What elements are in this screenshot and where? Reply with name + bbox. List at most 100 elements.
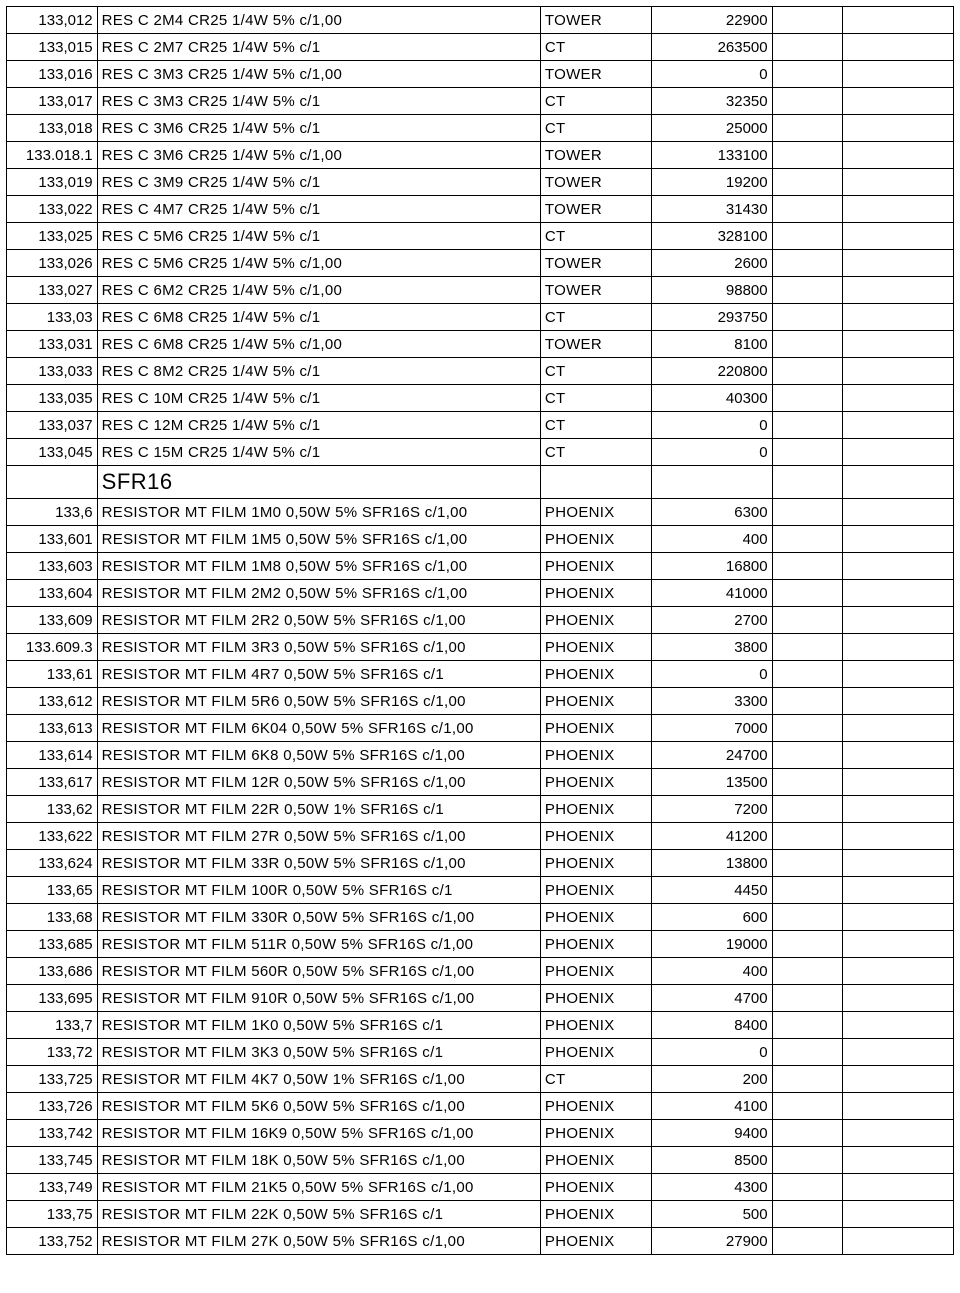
cell-code: 133,016	[7, 61, 98, 88]
cell-manufacturer: CT	[540, 88, 651, 115]
cell-description: RES C 3M6 CR25 1/4W 5% c/1,00	[97, 142, 540, 169]
cell-quantity: 7200	[651, 796, 772, 823]
cell-quantity: 4450	[651, 877, 772, 904]
cell-code: 133,726	[7, 1093, 98, 1120]
cell-description: RESISTOR MT FILM 1K0 0,50W 5% SFR16S c/1	[97, 1012, 540, 1039]
cell-empty	[843, 385, 954, 412]
cell-quantity: 25000	[651, 115, 772, 142]
table-row: 133,745RESISTOR MT FILM 18K 0,50W 5% SFR…	[7, 1147, 954, 1174]
cell-code: 133,695	[7, 985, 98, 1012]
cell-quantity: 4700	[651, 985, 772, 1012]
section-header-cell: SFR16	[97, 466, 540, 499]
cell-quantity: 4100	[651, 1093, 772, 1120]
cell-empty	[772, 877, 843, 904]
cell-empty	[772, 1066, 843, 1093]
cell-empty	[772, 196, 843, 223]
cell-description: RES C 15M CR25 1/4W 5% c/1	[97, 439, 540, 466]
cell-quantity: 500	[651, 1201, 772, 1228]
table-row: 133,7RESISTOR MT FILM 1K0 0,50W 5% SFR16…	[7, 1012, 954, 1039]
cell-manufacturer: PHOENIX	[540, 796, 651, 823]
cell-code: 133,685	[7, 931, 98, 958]
cell-description: RES C 10M CR25 1/4W 5% c/1	[97, 385, 540, 412]
cell-code: 133,612	[7, 688, 98, 715]
cell-empty	[772, 169, 843, 196]
cell-empty	[772, 715, 843, 742]
cell-description: RESISTOR MT FILM 33R 0,50W 5% SFR16S c/1…	[97, 850, 540, 877]
table-row: 133,75RESISTOR MT FILM 22K 0,50W 5% SFR1…	[7, 1201, 954, 1228]
cell-code: 133,613	[7, 715, 98, 742]
cell-manufacturer: PHOENIX	[540, 823, 651, 850]
cell-empty	[772, 277, 843, 304]
cell-empty	[772, 661, 843, 688]
cell-description: RES C 5M6 CR25 1/4W 5% c/1,00	[97, 250, 540, 277]
cell-code: 133,686	[7, 958, 98, 985]
cell-quantity: 263500	[651, 34, 772, 61]
cell-empty	[843, 499, 954, 526]
cell-code: 133,749	[7, 1174, 98, 1201]
cell-empty	[772, 769, 843, 796]
cell-quantity: 13800	[651, 850, 772, 877]
cell-empty	[843, 850, 954, 877]
cell-code: 133,72	[7, 1039, 98, 1066]
cell-empty	[843, 142, 954, 169]
cell-description: RESISTOR MT FILM 560R 0,50W 5% SFR16S c/…	[97, 958, 540, 985]
cell-empty	[772, 607, 843, 634]
cell-empty	[843, 1093, 954, 1120]
cell-empty	[843, 1066, 954, 1093]
cell-empty	[772, 7, 843, 34]
cell-manufacturer: CT	[540, 115, 651, 142]
table-row: 133,685RESISTOR MT FILM 511R 0,50W 5% SF…	[7, 931, 954, 958]
cell-quantity: 0	[651, 1039, 772, 1066]
cell-empty	[772, 1039, 843, 1066]
cell-description: RESISTOR MT FILM 100R 0,50W 5% SFR16S c/…	[97, 877, 540, 904]
cell-manufacturer: CT	[540, 34, 651, 61]
cell-code: 133,026	[7, 250, 98, 277]
cell-quantity: 41000	[651, 580, 772, 607]
cell-code: 133,018	[7, 115, 98, 142]
cell-empty	[843, 304, 954, 331]
cell-empty	[772, 499, 843, 526]
cell-description: RES C 2M7 CR25 1/4W 5% c/1	[97, 34, 540, 61]
cell-manufacturer: TOWER	[540, 331, 651, 358]
cell-code: 133,725	[7, 1066, 98, 1093]
cell-empty	[772, 553, 843, 580]
table-row: 133,037RES C 12M CR25 1/4W 5% c/1CT0	[7, 412, 954, 439]
table-row: 133.018.1RES C 3M6 CR25 1/4W 5% c/1,00TO…	[7, 142, 954, 169]
cell-empty	[843, 904, 954, 931]
cell-empty	[772, 526, 843, 553]
cell-empty	[843, 223, 954, 250]
cell-manufacturer: PHOENIX	[540, 1120, 651, 1147]
cell-empty	[843, 169, 954, 196]
cell-empty	[772, 1174, 843, 1201]
cell-description: RESISTOR MT FILM 330R 0,50W 5% SFR16S c/…	[97, 904, 540, 931]
cell-manufacturer: PHOENIX	[540, 526, 651, 553]
cell-description: RESISTOR MT FILM 5K6 0,50W 5% SFR16S c/1…	[97, 1093, 540, 1120]
cell-empty	[772, 385, 843, 412]
table-row: 133,601RESISTOR MT FILM 1M5 0,50W 5% SFR…	[7, 526, 954, 553]
cell-empty	[843, 412, 954, 439]
cell-empty	[843, 634, 954, 661]
cell-code: 133,604	[7, 580, 98, 607]
cell-quantity: 200	[651, 1066, 772, 1093]
table-row: 133,695RESISTOR MT FILM 910R 0,50W 5% SF…	[7, 985, 954, 1012]
cell-manufacturer: CT	[540, 439, 651, 466]
table-row: 133,019RES C 3M9 CR25 1/4W 5% c/1TOWER19…	[7, 169, 954, 196]
cell-code: 133,68	[7, 904, 98, 931]
table-row: 133,016RES C 3M3 CR25 1/4W 5% c/1,00TOWE…	[7, 61, 954, 88]
cell-description: RESISTOR MT FILM 4R7 0,50W 5% SFR16S c/1	[97, 661, 540, 688]
cell-empty	[772, 88, 843, 115]
cell-empty	[772, 115, 843, 142]
table-row: 133,752RESISTOR MT FILM 27K 0,50W 5% SFR…	[7, 1228, 954, 1255]
cell-manufacturer: PHOENIX	[540, 742, 651, 769]
table-row: 133,612RESISTOR MT FILM 5R6 0,50W 5% SFR…	[7, 688, 954, 715]
cell-empty	[843, 88, 954, 115]
cell-empty	[772, 634, 843, 661]
table-row: 133,6RESISTOR MT FILM 1M0 0,50W 5% SFR16…	[7, 499, 954, 526]
cell-empty	[772, 1012, 843, 1039]
table-row: 133.609.3RESISTOR MT FILM 3R3 0,50W 5% S…	[7, 634, 954, 661]
cell-manufacturer: PHOENIX	[540, 1201, 651, 1228]
table-row: SFR16	[7, 466, 954, 499]
table-row: 133,62RESISTOR MT FILM 22R 0,50W 1% SFR1…	[7, 796, 954, 823]
cell-empty	[843, 331, 954, 358]
cell-manufacturer: PHOENIX	[540, 1093, 651, 1120]
